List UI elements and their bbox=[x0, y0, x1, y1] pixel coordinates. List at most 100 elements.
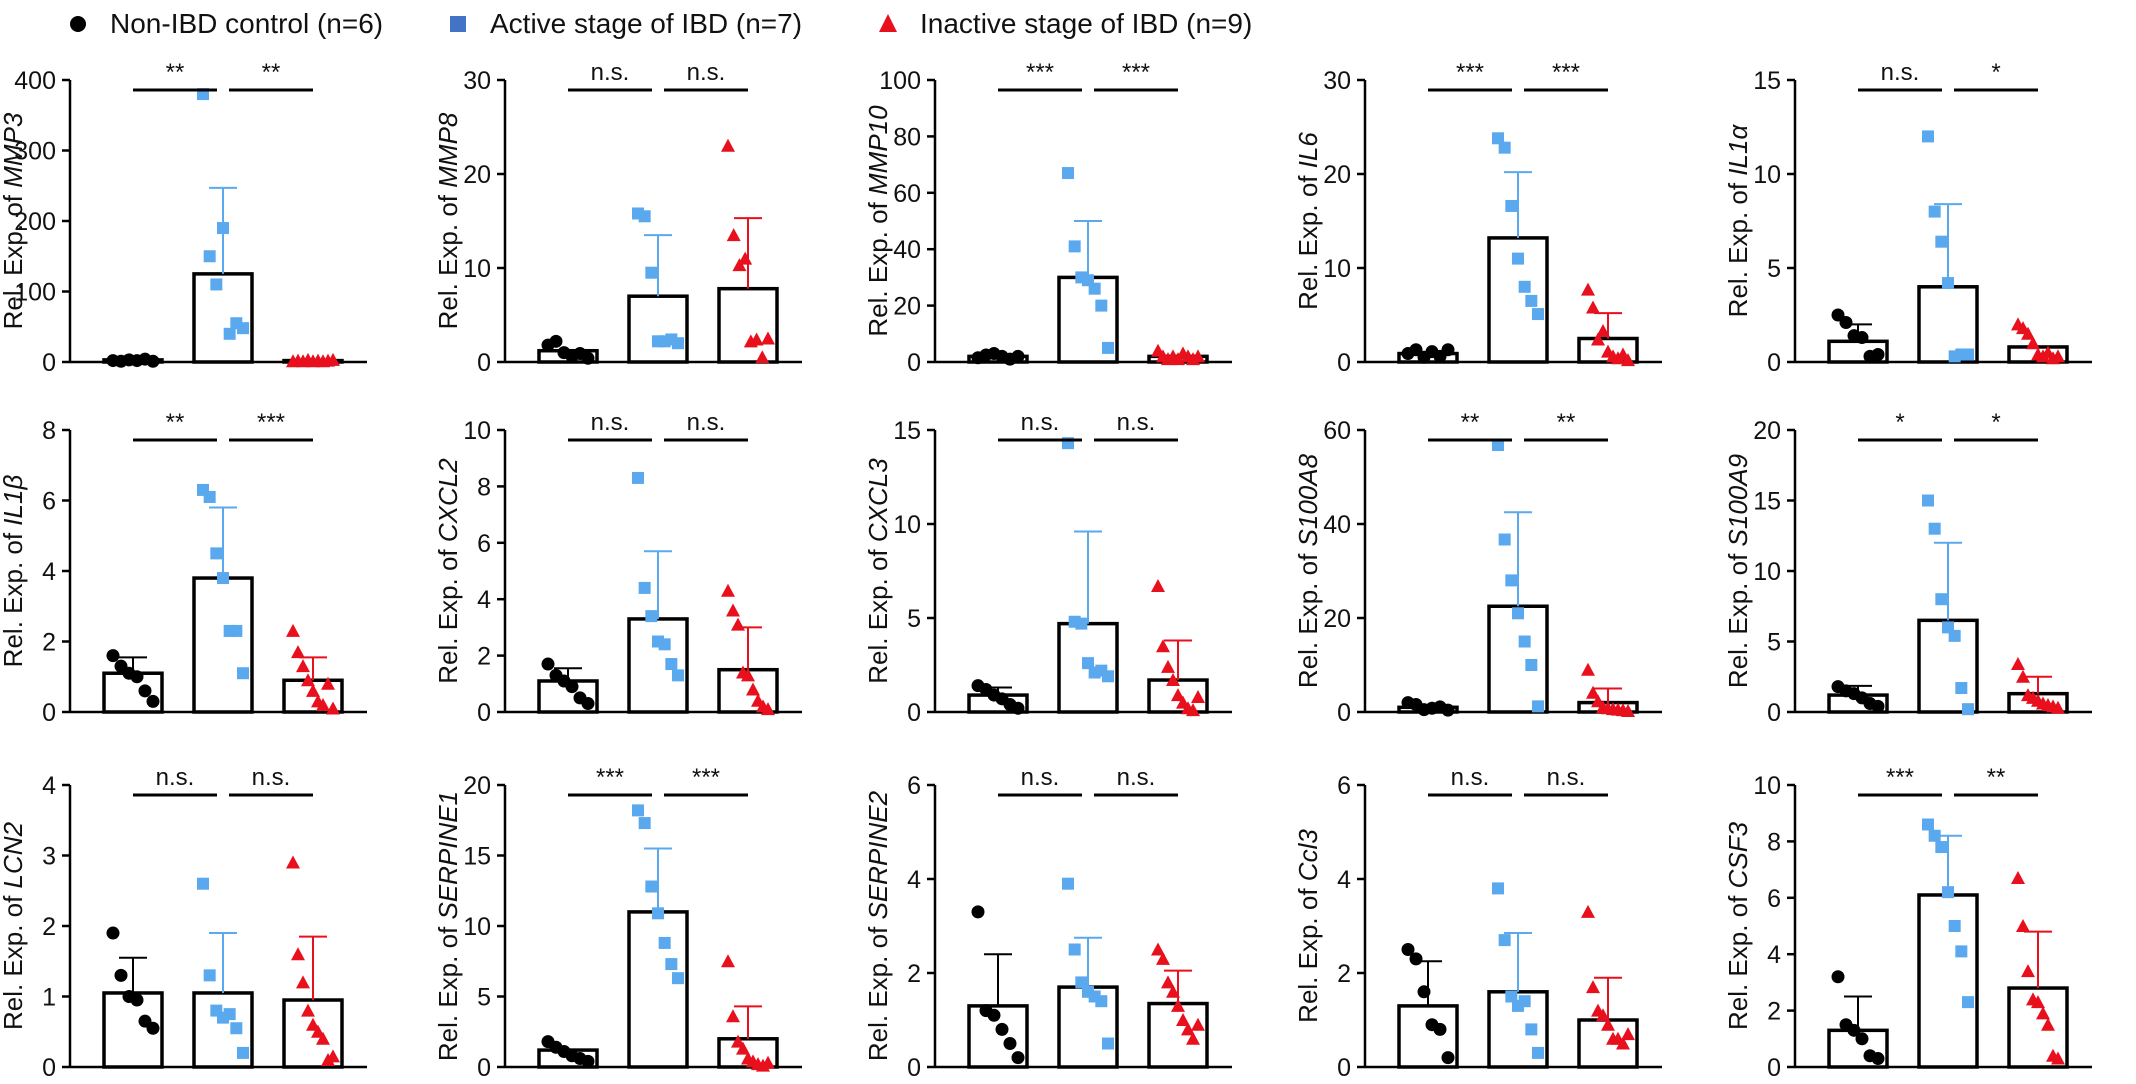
significance-label: *** bbox=[1456, 59, 1484, 86]
point-active bbox=[1062, 167, 1074, 180]
y-tick-label: 400 bbox=[14, 67, 56, 95]
point-inactive bbox=[1151, 942, 1165, 956]
point-control bbox=[1441, 1051, 1455, 1065]
y-tick-label: 0 bbox=[477, 349, 491, 377]
y-tick-label: 0 bbox=[907, 1054, 921, 1082]
point-active bbox=[1088, 282, 1101, 295]
point-control bbox=[549, 334, 563, 348]
bar-2 bbox=[717, 286, 779, 364]
point-inactive bbox=[761, 331, 775, 345]
y-tick-label: 2 bbox=[907, 960, 921, 988]
point-inactive bbox=[1176, 1013, 1190, 1026]
point-active bbox=[1935, 593, 1948, 606]
y-tick-label: 0 bbox=[1767, 699, 1781, 727]
point-inactive bbox=[2016, 669, 2030, 683]
point-active bbox=[217, 572, 229, 585]
point-inactive bbox=[1161, 659, 1175, 673]
point-inactive bbox=[1596, 323, 1610, 337]
point-control bbox=[581, 351, 595, 365]
point-active bbox=[665, 958, 678, 971]
bar-1 bbox=[192, 576, 254, 714]
point-inactive bbox=[296, 975, 310, 989]
y-tick-label: 200 bbox=[14, 208, 56, 236]
y-tick-label: 20 bbox=[893, 293, 921, 321]
point-control bbox=[1871, 1052, 1885, 1066]
point-inactive bbox=[2051, 1051, 2065, 1065]
point-control bbox=[565, 680, 579, 694]
point-inactive bbox=[2016, 919, 2030, 932]
y-tick-label: 6 bbox=[477, 530, 491, 558]
y-tick-label: 6 bbox=[1337, 772, 1351, 800]
point-control bbox=[1433, 1022, 1447, 1036]
y-tick-label: 20 bbox=[1323, 161, 1351, 189]
y-tick-label: 0 bbox=[1337, 699, 1351, 727]
point-active bbox=[1075, 617, 1088, 630]
y-tick-label: 30 bbox=[463, 67, 491, 95]
y-axis-label: Rel. Exp. of S100A9 bbox=[1723, 454, 1753, 688]
point-inactive bbox=[2051, 349, 2065, 363]
y-tick-label: 15 bbox=[1753, 67, 1781, 95]
point-active bbox=[203, 490, 216, 503]
point-active bbox=[1095, 299, 1108, 312]
point-active bbox=[1505, 199, 1518, 212]
point-inactive bbox=[1621, 353, 1635, 367]
significance-label: ** bbox=[166, 409, 185, 436]
point-inactive bbox=[1166, 673, 1180, 687]
point-inactive bbox=[1186, 1031, 1200, 1045]
significance-label: n.s. bbox=[687, 59, 726, 86]
point-active bbox=[1505, 574, 1518, 587]
y-tick-label: 4 bbox=[1767, 941, 1781, 969]
point-inactive bbox=[1186, 703, 1200, 717]
y-axis-label: Rel. Exp. of CXCL3 bbox=[863, 458, 893, 684]
point-active bbox=[1525, 659, 1538, 671]
point-inactive bbox=[1151, 579, 1165, 593]
point-active bbox=[1928, 205, 1941, 218]
y-tick-label: 10 bbox=[1753, 558, 1781, 586]
y-tick-label: 40 bbox=[1323, 511, 1351, 539]
point-active bbox=[217, 222, 229, 235]
point-inactive bbox=[1191, 689, 1205, 703]
chart-panel-ccl3: 0 2 4 6 Rel. Exp. of Ccl3 n.s. n.s. bbox=[1293, 764, 1662, 1082]
point-active bbox=[1922, 494, 1934, 507]
y-tick-label: 20 bbox=[1323, 605, 1351, 633]
y-tick-label: 15 bbox=[463, 843, 491, 871]
point-active bbox=[1492, 882, 1504, 895]
point-control bbox=[1831, 970, 1845, 984]
point-inactive bbox=[1586, 300, 1600, 314]
y-tick-label: 0 bbox=[477, 1054, 491, 1082]
point-control bbox=[130, 993, 144, 1007]
point-inactive bbox=[301, 673, 315, 687]
point-control bbox=[1003, 1037, 1017, 1050]
point-inactive bbox=[326, 1049, 340, 1063]
point-inactive bbox=[746, 682, 760, 696]
bar-1 bbox=[192, 272, 254, 364]
y-tick-label: 40 bbox=[893, 236, 921, 264]
significance-label: n.s. bbox=[1117, 764, 1156, 791]
point-active bbox=[1102, 1037, 1114, 1050]
point-active bbox=[203, 250, 216, 263]
point-active bbox=[1962, 348, 1974, 361]
point-active bbox=[638, 817, 651, 830]
point-control bbox=[581, 1054, 595, 1068]
legend-marker-circle bbox=[70, 16, 86, 32]
point-control bbox=[106, 926, 120, 940]
point-active bbox=[1512, 607, 1524, 620]
chart-panel-mmp3: 0 100 200 300 400 Rel. Exp. of MMP3 ** ** bbox=[0, 59, 367, 377]
significance-label: n.s. bbox=[252, 764, 291, 791]
point-inactive bbox=[1591, 332, 1605, 346]
significance-label: *** bbox=[1886, 764, 1914, 791]
point-inactive bbox=[721, 138, 735, 152]
point-active bbox=[1532, 1046, 1544, 1059]
significance-label: ** bbox=[262, 59, 281, 86]
point-active bbox=[223, 327, 236, 340]
point-control bbox=[1441, 343, 1455, 357]
point-inactive bbox=[1171, 998, 1185, 1012]
point-control bbox=[1871, 699, 1885, 713]
legend-label-active: Active stage of IBD (n=7) bbox=[490, 8, 803, 39]
significance-label: *** bbox=[1552, 59, 1580, 86]
point-active bbox=[638, 210, 651, 223]
y-axis-label: Rel. Exp. of CSF3 bbox=[1723, 821, 1753, 1030]
legend-marker-square bbox=[450, 16, 466, 32]
